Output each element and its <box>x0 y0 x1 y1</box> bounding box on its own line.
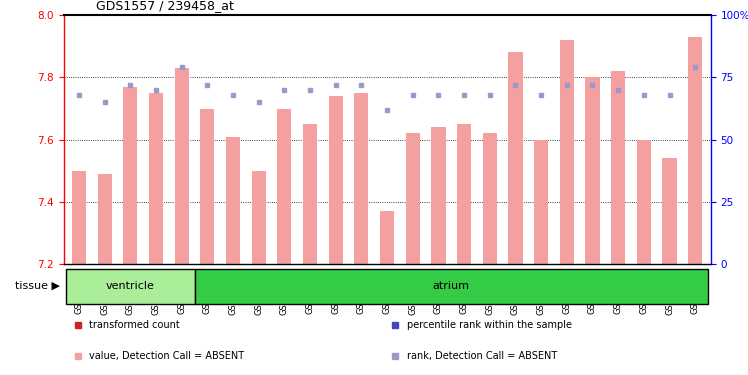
Text: atrium: atrium <box>433 281 470 291</box>
Text: tissue ▶: tissue ▶ <box>15 281 60 291</box>
Bar <box>72 171 86 264</box>
Bar <box>637 140 651 264</box>
Bar <box>534 140 548 264</box>
Bar <box>200 108 215 264</box>
Bar <box>66 269 194 304</box>
Text: transformed count: transformed count <box>90 320 180 330</box>
Bar <box>432 127 446 264</box>
Bar <box>303 124 317 264</box>
Bar <box>174 68 188 264</box>
Bar <box>482 134 497 264</box>
Bar <box>380 211 394 264</box>
Bar <box>97 174 111 264</box>
Bar <box>509 53 523 264</box>
Bar <box>226 136 240 264</box>
Bar <box>123 87 138 264</box>
Bar <box>560 40 574 264</box>
Bar <box>586 77 600 264</box>
Bar <box>457 124 471 264</box>
Bar <box>355 93 369 264</box>
Bar <box>688 37 702 264</box>
Text: ventricle: ventricle <box>106 281 155 291</box>
Bar <box>328 96 343 264</box>
Text: rank, Detection Call = ABSENT: rank, Detection Call = ABSENT <box>406 351 557 361</box>
Bar <box>663 158 677 264</box>
Bar <box>251 171 266 264</box>
Bar <box>405 134 420 264</box>
Bar <box>149 93 163 264</box>
Bar <box>194 269 708 304</box>
Bar <box>278 108 292 264</box>
Bar <box>611 71 625 264</box>
Text: value, Detection Call = ABSENT: value, Detection Call = ABSENT <box>90 351 245 361</box>
Text: percentile rank within the sample: percentile rank within the sample <box>406 320 571 330</box>
Text: GDS1557 / 239458_at: GDS1557 / 239458_at <box>96 0 234 12</box>
